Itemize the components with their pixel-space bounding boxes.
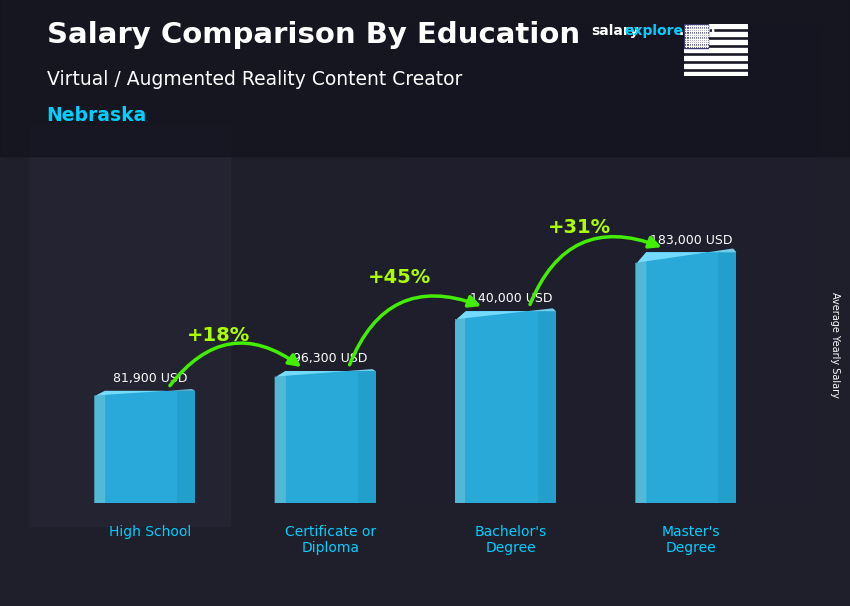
Polygon shape [538,311,556,503]
Text: Virtual / Augmented Reality Content Creator: Virtual / Augmented Reality Content Crea… [47,70,462,88]
Text: 183,000 USD: 183,000 USD [650,233,733,247]
Text: 81,900 USD: 81,900 USD [113,372,188,385]
Bar [684,64,748,68]
Polygon shape [358,371,376,503]
Bar [30,126,230,526]
Text: Average Yearly Salary: Average Yearly Salary [830,293,840,398]
Text: Salary Comparison By Education: Salary Comparison By Education [47,21,580,49]
FancyBboxPatch shape [466,311,556,503]
Text: 96,300 USD: 96,300 USD [293,352,368,365]
Text: salary: salary [591,24,638,38]
Text: +31%: +31% [548,218,611,237]
Polygon shape [718,252,736,503]
Bar [684,48,748,52]
Polygon shape [275,369,376,378]
Text: Certificate or
Diploma: Certificate or Diploma [285,525,377,555]
Text: High School: High School [109,525,191,539]
Bar [684,32,748,36]
FancyBboxPatch shape [105,391,196,503]
Polygon shape [275,371,286,503]
Text: +45%: +45% [367,267,431,287]
Polygon shape [636,252,646,503]
Text: 140,000 USD: 140,000 USD [470,293,552,305]
Text: +18%: +18% [187,327,251,345]
Bar [400,26,820,506]
FancyBboxPatch shape [286,371,376,503]
Text: Master's
Degree: Master's Degree [662,525,721,555]
Text: .com: .com [678,24,716,38]
Polygon shape [178,391,196,503]
Text: explorer: explorer [625,24,690,38]
Text: Bachelor's
Degree: Bachelor's Degree [475,525,547,555]
Polygon shape [94,391,105,503]
Bar [684,24,748,28]
Polygon shape [455,308,556,321]
Bar [684,24,708,48]
FancyBboxPatch shape [646,252,736,503]
Bar [0,0,850,156]
Polygon shape [94,389,196,396]
Bar [684,40,748,44]
Text: Nebraska: Nebraska [47,106,147,125]
Polygon shape [636,248,736,265]
Bar [684,56,748,60]
Bar [684,72,748,76]
Polygon shape [455,311,466,503]
